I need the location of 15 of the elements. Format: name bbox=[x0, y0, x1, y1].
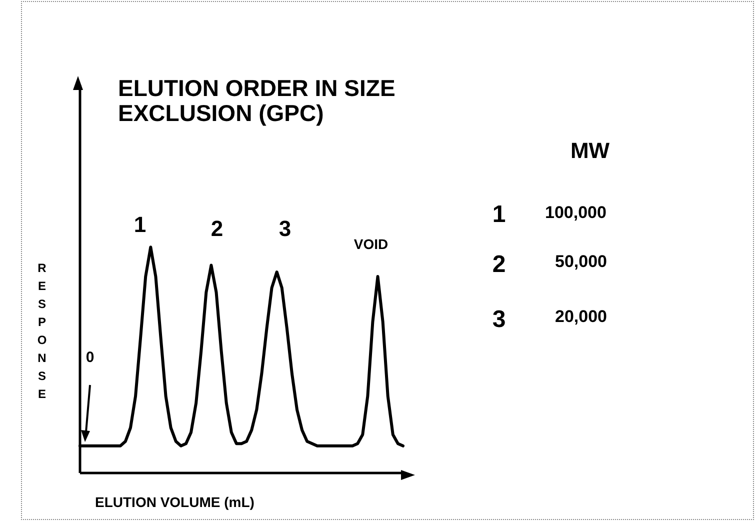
text: 50,000 bbox=[555, 252, 607, 271]
annotation: VOID bbox=[354, 236, 388, 252]
text: 2 bbox=[492, 251, 506, 278]
text: 1 bbox=[134, 212, 146, 237]
text: 3 bbox=[492, 306, 506, 333]
text: 100,000 bbox=[545, 203, 606, 222]
text: 20,000 bbox=[555, 307, 607, 326]
text: MW bbox=[570, 138, 610, 163]
chart-title: ELUTION ORDER IN SIZE EXCLUSION (GPC) bbox=[118, 75, 396, 126]
text: 3 bbox=[278, 216, 292, 241]
text: 1 bbox=[492, 201, 506, 228]
y-axis-title: RESPONSE bbox=[37, 261, 47, 401]
text: 2 bbox=[210, 216, 224, 241]
x-axis-title: ELUTION VOLUME (mL) bbox=[95, 494, 254, 510]
annotation: 0 bbox=[86, 349, 94, 366]
